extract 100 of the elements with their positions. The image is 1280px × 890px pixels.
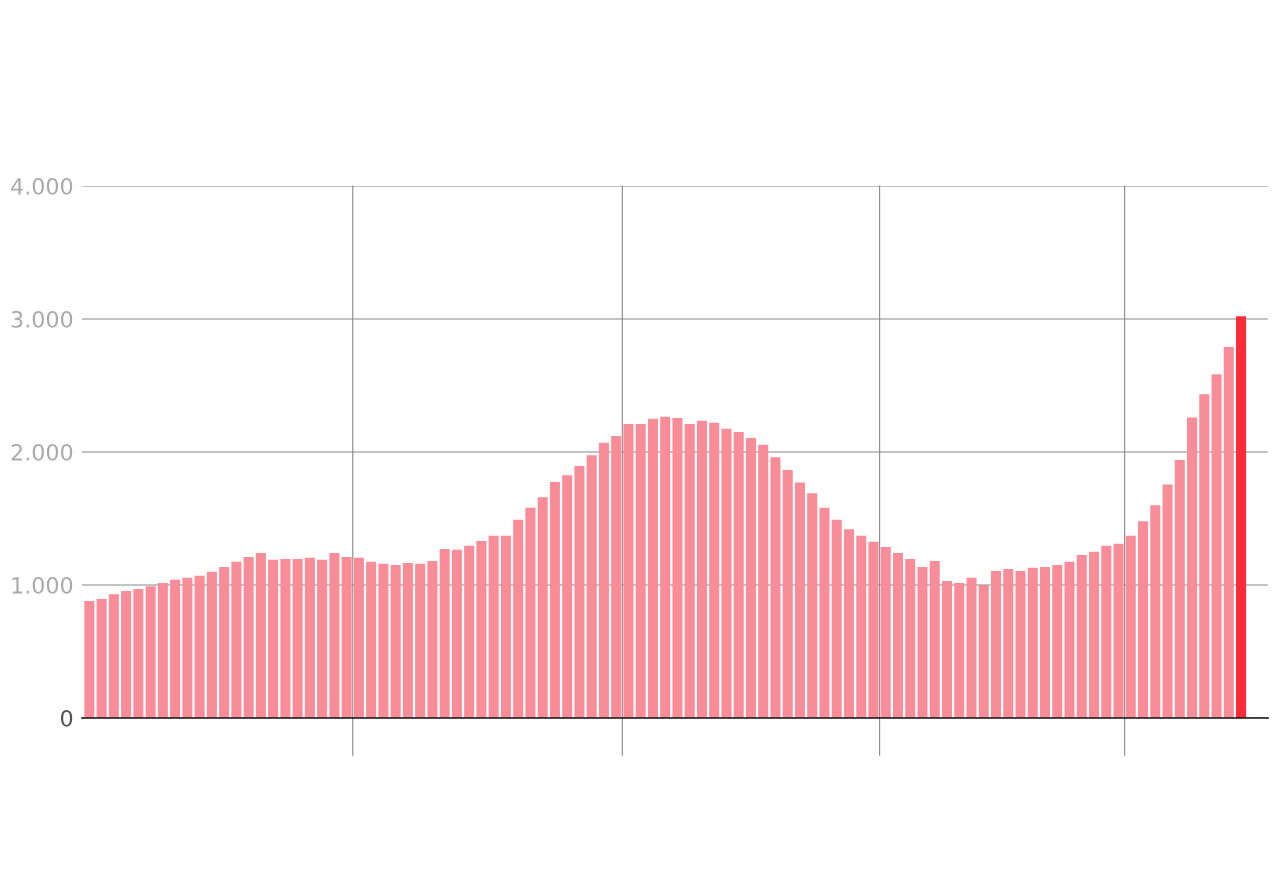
bar — [1223, 346, 1234, 718]
bar — [500, 535, 511, 718]
bar — [794, 482, 805, 718]
bar — [1101, 545, 1112, 718]
bar — [1236, 316, 1247, 718]
bar — [268, 559, 279, 718]
bar — [353, 557, 364, 718]
bar — [402, 563, 413, 718]
bar — [905, 559, 916, 718]
bar — [586, 455, 597, 718]
bar — [182, 577, 193, 718]
bar — [917, 567, 928, 718]
bar — [415, 563, 426, 718]
bar — [170, 579, 181, 718]
bar — [317, 559, 328, 718]
bar — [1052, 565, 1063, 718]
bar — [562, 475, 573, 718]
bar — [84, 600, 95, 718]
bar — [635, 424, 646, 718]
bar — [966, 577, 977, 718]
bar — [1211, 374, 1222, 718]
bar — [1187, 417, 1198, 718]
bar — [574, 465, 585, 718]
bar — [378, 563, 389, 718]
bar — [696, 420, 707, 718]
bar — [439, 549, 450, 718]
bar — [672, 418, 683, 718]
bar — [488, 535, 499, 718]
bar — [121, 590, 132, 718]
bar — [329, 553, 340, 718]
bar — [819, 507, 830, 718]
bar — [451, 549, 462, 718]
bar — [623, 424, 634, 718]
bar — [880, 547, 891, 718]
bar — [843, 529, 854, 718]
bar — [868, 541, 879, 718]
bar — [96, 598, 107, 718]
bar — [231, 561, 242, 718]
bar — [255, 553, 266, 718]
bar — [549, 481, 560, 718]
bar — [1039, 567, 1051, 718]
y-tick-label: 3.000 — [11, 310, 73, 328]
bar — [1089, 551, 1100, 718]
bar — [1076, 555, 1087, 718]
bar — [770, 457, 781, 718]
bar — [1113, 543, 1124, 718]
bar — [525, 507, 536, 718]
bar — [1027, 567, 1038, 718]
bar — [782, 469, 793, 718]
bar — [145, 586, 156, 718]
bar — [108, 594, 119, 718]
bar — [892, 553, 904, 718]
bar — [341, 557, 352, 718]
bar — [831, 519, 842, 718]
y-tick-label: 0 — [60, 709, 73, 727]
bar — [721, 428, 732, 718]
bar — [733, 432, 744, 718]
bar — [194, 575, 205, 718]
bar — [537, 497, 548, 718]
bar — [990, 571, 1002, 718]
bar — [427, 561, 438, 718]
bar — [1150, 505, 1161, 718]
bar — [611, 436, 622, 718]
bar — [709, 422, 720, 718]
bar — [758, 444, 769, 718]
bar — [1162, 484, 1173, 718]
y-tick-label: 2.000 — [11, 443, 73, 461]
bar — [243, 557, 254, 718]
bar — [954, 583, 965, 718]
y-tick-label: 4.000 — [11, 177, 73, 195]
bar — [464, 545, 475, 718]
bar — [206, 571, 217, 718]
bar — [978, 585, 989, 718]
bar — [1064, 561, 1075, 718]
bar — [1138, 521, 1149, 718]
bar — [807, 493, 818, 718]
bar — [856, 535, 867, 718]
bar — [476, 541, 487, 718]
bar — [292, 559, 303, 718]
bar — [1015, 571, 1026, 718]
bar — [157, 583, 168, 718]
bar — [513, 519, 524, 718]
bar — [133, 588, 144, 718]
bar — [1199, 394, 1210, 718]
bar — [366, 561, 377, 718]
bar — [1125, 535, 1136, 718]
y-tick-label: 1.000 — [12, 576, 73, 594]
bar — [684, 424, 695, 718]
bar — [660, 416, 671, 718]
bar — [647, 418, 658, 718]
bar — [280, 559, 291, 718]
bar — [304, 557, 315, 718]
bar — [941, 581, 953, 718]
bar — [929, 561, 940, 718]
bar — [390, 565, 401, 718]
bar — [219, 567, 230, 718]
bar — [598, 442, 609, 718]
bar — [745, 438, 756, 718]
bar — [1003, 569, 1014, 718]
bar — [1174, 459, 1185, 718]
